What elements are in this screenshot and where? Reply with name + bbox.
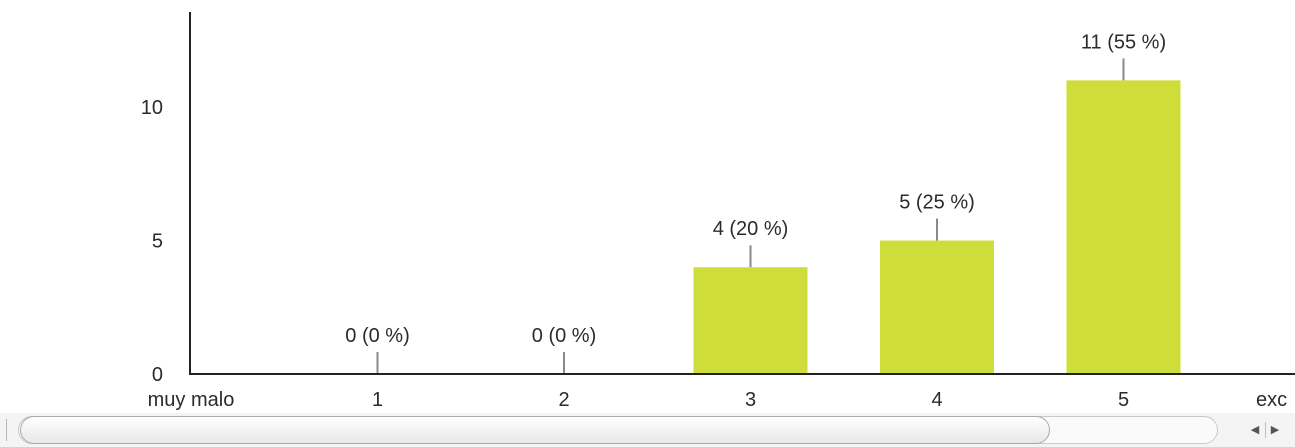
x-tick-label-7: exc (1256, 389, 1287, 411)
x-tick-label-5: 4 (931, 389, 942, 411)
data-label-4: 5 (25 %) (899, 192, 975, 214)
chart: 0 (0 %) 0 (0 %) 4 (20 %) 5 (25 %) 11 (55 %) 0… (141, 12, 1295, 411)
bar-4 (880, 240, 994, 374)
y-tick-label-10: 10 (141, 97, 163, 119)
x-tick-label-1: muy malo (148, 389, 235, 411)
x-tick-label-4: 3 (745, 389, 756, 411)
y-tick-label-0: 0 (152, 364, 163, 386)
x-tick-label-3: 2 (558, 389, 569, 411)
scroll-thumb[interactable] (20, 416, 1050, 444)
horizontal-scrollbar[interactable]: ◀ ▶ (0, 413, 1295, 447)
data-label-5: 11 (55 %) (1081, 31, 1166, 53)
scroll-button-divider (1265, 422, 1266, 438)
data-label-1: 0 (0 %) (345, 325, 409, 347)
scrollbar-edge (6, 419, 9, 441)
data-label-2: 0 (0 %) (532, 325, 596, 347)
y-tick-label-5: 5 (152, 231, 163, 253)
bar-3 (693, 267, 808, 374)
bar-5 (1066, 80, 1181, 374)
x-tick-label-6: 5 (1118, 389, 1129, 411)
right-arrow-icon[interactable]: ▶ (1270, 423, 1280, 436)
data-label-3: 4 (20 %) (713, 218, 789, 240)
left-arrow-icon[interactable]: ◀ (1250, 423, 1260, 436)
x-tick-label-2: 1 (372, 389, 383, 411)
